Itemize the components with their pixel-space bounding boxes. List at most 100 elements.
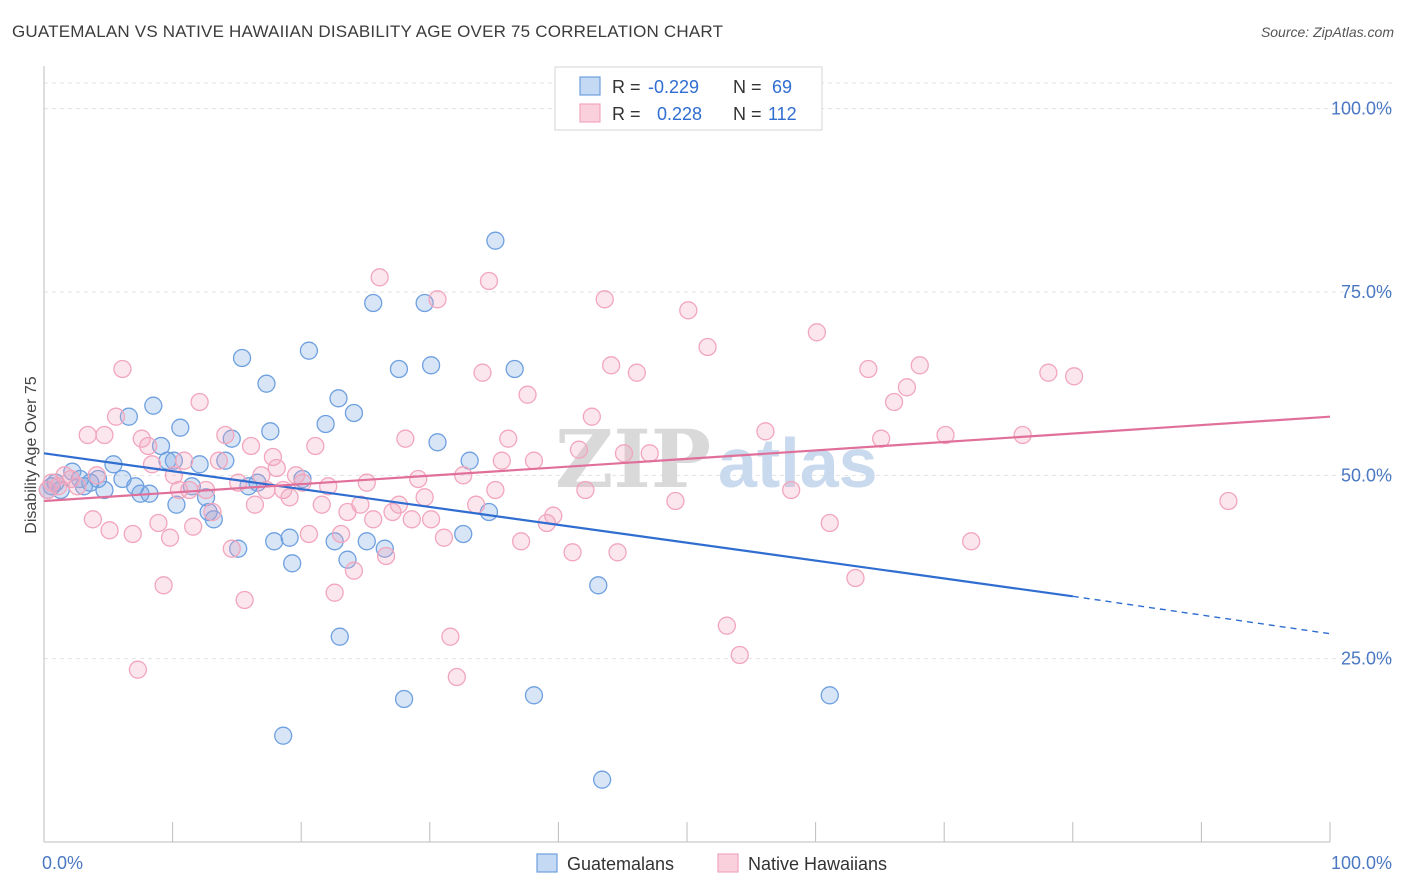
bottom-legend-swatch-native-hawaiians xyxy=(717,853,739,873)
point-native-hawaiians-108 xyxy=(1039,363,1058,382)
point-guatemalans-43 xyxy=(329,389,348,408)
point-guatemalans-50 xyxy=(389,359,409,379)
point-guatemalans-40 xyxy=(299,341,319,360)
point-guatemalans-46 xyxy=(344,403,364,423)
point-guatemalans-45 xyxy=(338,550,357,569)
trend-line-extension-guatemalans xyxy=(1072,595,1331,635)
point-guatemalans-30 xyxy=(232,348,252,368)
point-guatemalans-54 xyxy=(428,433,447,452)
point-native-hawaiians-67 xyxy=(447,667,466,687)
point-native-hawaiians-59 xyxy=(396,429,415,448)
point-native-hawaiians-46 xyxy=(312,495,331,514)
point-native-hawaiians-106 xyxy=(962,532,981,551)
legend-swatch-guatemalans xyxy=(579,76,601,96)
point-native-hawaiians-11 xyxy=(106,407,126,426)
point-native-hawaiians-99 xyxy=(846,568,865,588)
point-native-hawaiians-85 xyxy=(601,356,621,375)
point-guatemalans-62 xyxy=(592,770,612,789)
point-native-hawaiians-68 xyxy=(454,466,473,485)
point-native-hawaiians-76 xyxy=(518,385,537,404)
point-native-hawaiians-107 xyxy=(1013,425,1032,445)
point-native-hawaiians-100 xyxy=(859,359,878,379)
trend-line-native-hawaiians xyxy=(43,415,1331,503)
point-native-hawaiians-69 xyxy=(466,495,486,514)
point-native-hawaiians-45 xyxy=(306,436,325,456)
point-native-hawaiians-12 xyxy=(113,359,132,379)
point-native-hawaiians-80 xyxy=(563,543,582,562)
data-points xyxy=(38,231,1238,789)
point-native-hawaiians-73 xyxy=(492,451,511,470)
point-guatemalans-58 xyxy=(486,231,505,250)
legend-r-value-0: -0.229 xyxy=(648,77,699,97)
point-guatemalans-33 xyxy=(257,374,276,393)
point-native-hawaiians-58 xyxy=(389,495,409,514)
grid-lines xyxy=(44,82,1392,660)
point-native-hawaiians-86 xyxy=(608,543,627,562)
stats-legend: R = -0.229 N = 69 R = 0.228 N = 112 xyxy=(554,66,823,131)
point-native-hawaiians-110 xyxy=(1219,491,1238,511)
watermark-atlas: atlas xyxy=(718,424,878,502)
point-guatemalans-35 xyxy=(265,532,284,551)
point-guatemalans-61 xyxy=(589,576,608,595)
point-native-hawaiians-91 xyxy=(679,301,698,320)
chart-title: GUATEMALAN VS NATIVE HAWAIIAN DISABILITY… xyxy=(12,22,724,41)
point-native-hawaiians-102 xyxy=(884,392,904,412)
point-native-hawaiians-57 xyxy=(383,502,402,522)
y-tick-label-3: 100.0% xyxy=(1331,99,1392,119)
point-native-hawaiians-109 xyxy=(1064,367,1084,386)
point-native-hawaiians-94 xyxy=(730,645,749,665)
point-native-hawaiians-77 xyxy=(524,451,544,470)
x-tick-labels: 0.0% 100.0% xyxy=(42,853,1392,873)
point-guatemalans-51 xyxy=(394,689,414,709)
point-native-hawaiians-15 xyxy=(132,429,151,448)
chart-source: Source: ZipAtlas.com xyxy=(1260,24,1394,40)
point-guatemalans-21 xyxy=(171,418,190,437)
point-native-hawaiians-41 xyxy=(280,488,299,507)
point-guatemalans-60 xyxy=(524,686,544,705)
point-native-hawaiians-8 xyxy=(87,466,106,485)
point-native-hawaiians-87 xyxy=(614,444,634,463)
point-guatemalans-42 xyxy=(325,532,344,551)
point-native-hawaiians-52 xyxy=(351,495,370,514)
point-native-hawaiians-82 xyxy=(576,480,595,500)
point-guatemalans-36 xyxy=(274,726,293,745)
point-guatemalans-34 xyxy=(261,422,280,441)
point-native-hawaiians-72 xyxy=(486,480,505,500)
point-guatemalans-53 xyxy=(421,356,441,375)
point-native-hawaiians-38 xyxy=(263,447,283,467)
point-guatemalans-9 xyxy=(95,480,114,500)
point-native-hawaiians-34 xyxy=(241,436,261,456)
point-native-hawaiians-22 xyxy=(169,480,189,500)
bottom-legend-label-native-hawaiians: Native Hawaiians xyxy=(748,854,887,874)
bottom-legend-swatch-guatemalans xyxy=(536,853,558,873)
point-native-hawaiians-93 xyxy=(717,616,737,635)
point-native-hawaiians-66 xyxy=(441,627,460,646)
y-tick-label-2: 75.0% xyxy=(1341,282,1392,302)
point-native-hawaiians-26 xyxy=(190,392,209,412)
point-native-hawaiians-84 xyxy=(595,290,614,309)
y-tick-labels: 25.0% 50.0% 75.0% 100.0% xyxy=(1331,99,1392,669)
point-guatemalans-44 xyxy=(330,627,349,646)
legend-r-label-0: R = xyxy=(612,77,641,97)
point-native-hawaiians-5 xyxy=(68,477,87,496)
point-native-hawaiians-28 xyxy=(203,502,222,522)
point-native-hawaiians-19 xyxy=(154,576,173,595)
point-guatemalans-49 xyxy=(375,539,394,558)
point-native-hawaiians-98 xyxy=(820,513,839,533)
point-native-hawaiians-30 xyxy=(216,425,235,445)
point-guatemalans-20 xyxy=(167,495,186,514)
point-native-hawaiians-81 xyxy=(569,440,589,459)
point-native-hawaiians-7 xyxy=(83,510,103,529)
point-guatemalans-26 xyxy=(204,510,223,529)
legend-n-value-0: 69 xyxy=(772,77,792,97)
point-native-hawaiians-60 xyxy=(402,510,421,529)
bottom-legend-label-guatemalans: Guatemalans xyxy=(567,854,674,874)
point-native-hawaiians-44 xyxy=(299,524,319,544)
point-native-hawaiians-83 xyxy=(582,407,601,426)
point-native-hawaiians-105 xyxy=(936,425,955,445)
legend-n-label-1: N = xyxy=(733,104,762,124)
point-native-hawaiians-23 xyxy=(175,451,194,470)
point-native-hawaiians-95 xyxy=(756,422,775,441)
point-native-hawaiians-18 xyxy=(149,513,168,533)
